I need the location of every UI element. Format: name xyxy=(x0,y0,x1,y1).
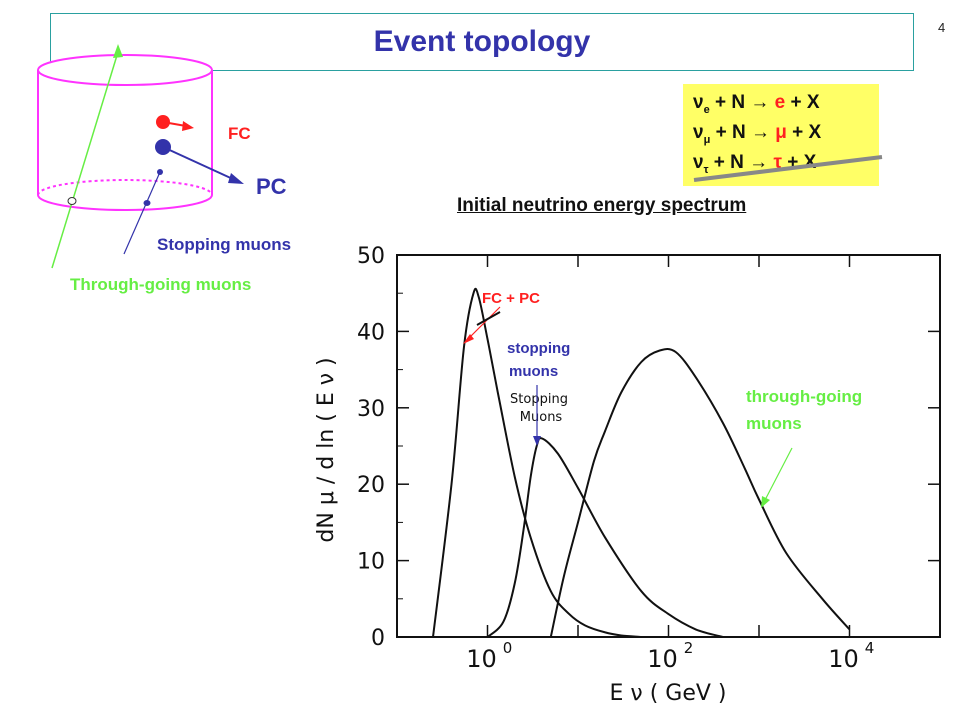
x-tick-label-base: 10 xyxy=(647,645,678,673)
stopping-muon-track xyxy=(123,171,161,255)
reaction-tail: + X xyxy=(786,122,822,143)
through-going-arrowhead xyxy=(113,44,123,58)
fc-pc-arrow xyxy=(466,306,501,341)
y-tick-label: 20 xyxy=(357,473,385,498)
through-going-arrow xyxy=(763,447,793,503)
fc-track xyxy=(162,121,187,127)
spectrum-title: Initial neutrino energy spectrum xyxy=(457,195,747,216)
y-tick-label: 30 xyxy=(357,397,385,422)
fc-pc-scan-arrow xyxy=(476,311,501,326)
annotation-stopping-2: muons xyxy=(509,363,559,380)
x-axis-label: E ν ( GeV ) xyxy=(610,681,727,706)
page-number: 4 xyxy=(938,20,946,35)
reaction-lepton: μ xyxy=(775,122,787,143)
reaction-tail: + X xyxy=(785,92,820,113)
through-going-muon-track xyxy=(51,51,119,269)
detector-bottom-front xyxy=(37,194,213,211)
neutrino-flavor: e xyxy=(703,103,710,116)
stopping-muons-label: Stopping muons xyxy=(157,235,292,254)
x-tick-label-base: 10 xyxy=(466,645,497,673)
series-line-1 xyxy=(432,287,642,638)
pc-arrowhead xyxy=(228,173,244,184)
reaction-line: νμ + N → μ + X xyxy=(693,122,821,146)
y-tick-label: 40 xyxy=(357,320,385,345)
stopping-muon-stop-point xyxy=(157,169,163,175)
x-tick-label-exp: 0 xyxy=(503,639,513,657)
neutrino-symbol: ν xyxy=(693,92,704,113)
y-tick-label: 0 xyxy=(371,626,385,651)
annotation-fc-pc: FC + PC xyxy=(482,290,540,307)
series-line-2 xyxy=(486,437,724,638)
y-tick-label: 10 xyxy=(357,550,385,575)
y-axis-label: dN μ / d ln ( E ν ) xyxy=(314,357,339,542)
reaction-middle: + N → xyxy=(709,92,775,113)
title-box: Event topology xyxy=(50,13,914,71)
stopping-arrowhead xyxy=(533,436,541,446)
y-tick-label: 50 xyxy=(357,244,385,269)
slide-title: Event topology xyxy=(373,25,591,58)
fc-pc-arrowhead xyxy=(463,334,474,344)
reaction-line: νe + N → e + X xyxy=(693,92,820,116)
plot-frame xyxy=(396,254,941,638)
inset-label: Muons xyxy=(520,410,563,425)
annotation-through-1: through-going xyxy=(746,387,863,406)
reaction-middle: + N → xyxy=(710,122,776,143)
reaction-lepton: e xyxy=(774,92,786,113)
fc-arrowhead xyxy=(182,121,194,131)
neutrino-flavor: μ xyxy=(703,133,711,146)
detector-bottom-back xyxy=(37,179,213,196)
inset-label: Stopping xyxy=(510,392,568,407)
through-going-entry-point xyxy=(67,197,77,205)
x-tick-label-base: 10 xyxy=(828,645,859,673)
neutrino-symbol: ν xyxy=(693,122,704,143)
through-going-arrowhead xyxy=(761,496,770,508)
through-going-muons-label: Through-going muons xyxy=(70,275,252,294)
x-tick-label-exp: 4 xyxy=(865,639,875,657)
annotation-stopping-1: stopping xyxy=(507,340,571,357)
annotation-through-2: muons xyxy=(746,414,802,433)
fc-label: FC xyxy=(228,124,251,143)
stopping-muon-entry-point xyxy=(143,200,151,206)
pc-label: PC xyxy=(256,174,287,199)
x-tick-label-exp: 2 xyxy=(684,639,694,657)
series-line-3 xyxy=(549,347,851,638)
pc-track xyxy=(162,146,236,181)
